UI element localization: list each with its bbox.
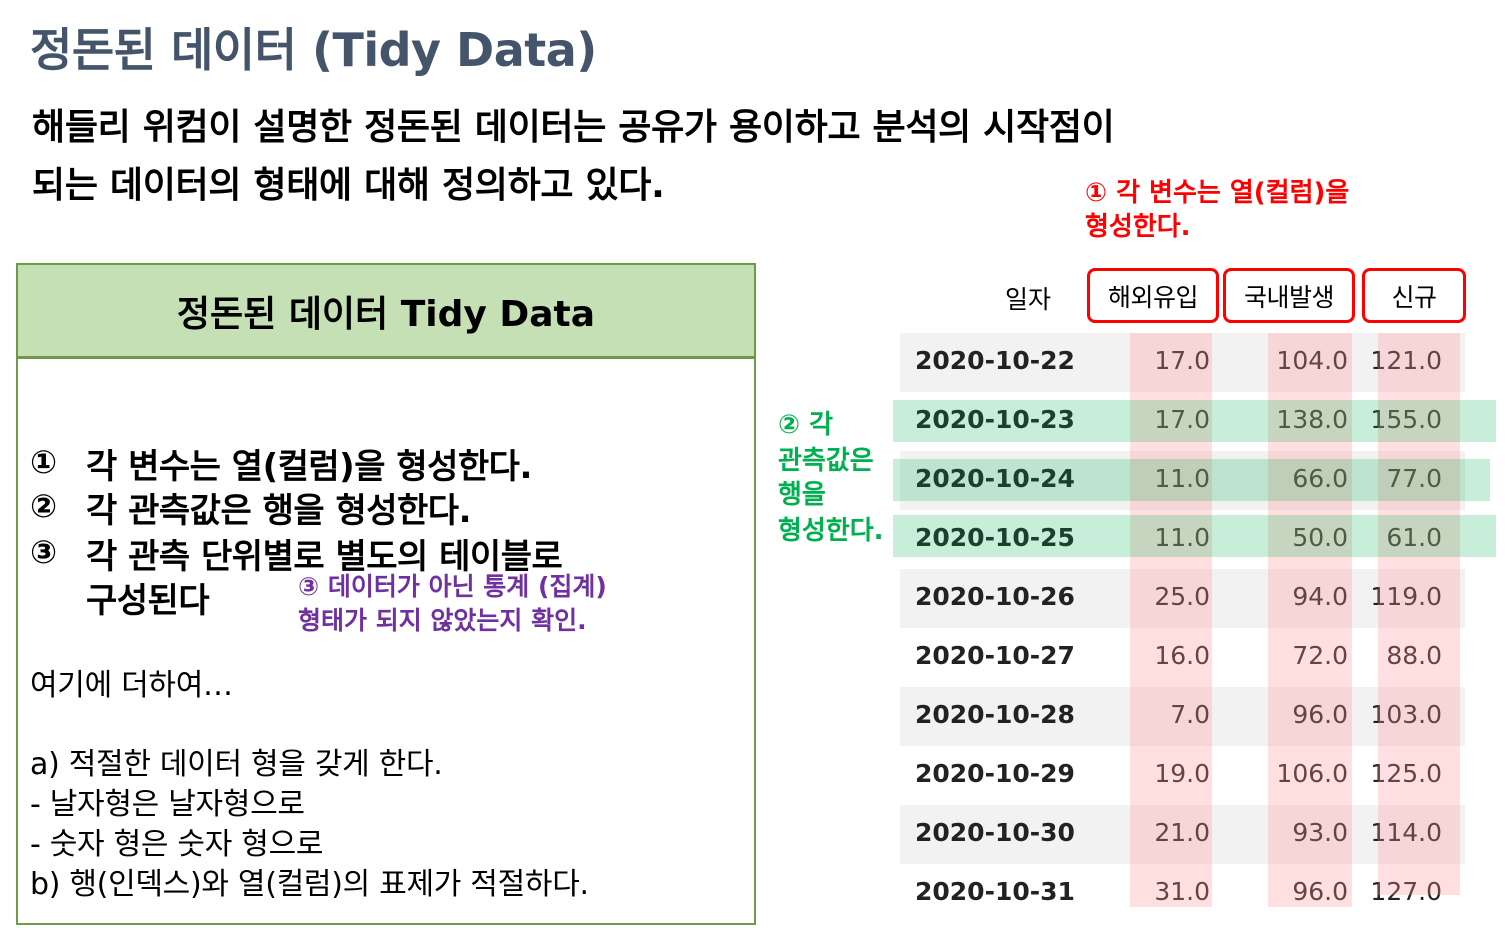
cell-domestic: 94.0: [1292, 582, 1348, 611]
row-date: 2020-10-25: [915, 523, 1075, 552]
column-header-overseas: 해외유입: [1087, 268, 1219, 323]
row-highlight-2: [893, 459, 1490, 501]
cell-domestic: 66.0: [1292, 464, 1348, 493]
cell-domestic: 96.0: [1292, 877, 1348, 906]
column-highlight-overseas: [1130, 333, 1212, 907]
green-annotation-line-2: 관측값은: [778, 446, 874, 476]
row-date: 2020-10-26: [915, 582, 1075, 611]
card-header: 정돈된 데이터 Tidy Data: [18, 265, 754, 359]
cell-overseas: 16.0: [1154, 641, 1210, 670]
cell-new: 119.0: [1370, 582, 1442, 611]
extra-item-a1: - 날자형은 날자형으로: [30, 787, 305, 822]
slide-title: 정돈된 데이터 (Tidy Data): [30, 23, 597, 77]
row-date: 2020-10-28: [915, 700, 1075, 729]
note-3-line-2: 형태가 되지 않았는지 확인.: [298, 606, 587, 635]
cell-overseas: 11.0: [1154, 464, 1210, 493]
extra-intro: 여기에 더하여…: [30, 668, 233, 703]
cell-domestic: 50.0: [1292, 523, 1348, 552]
subtitle-line-2: 되는 데이터의 형태에 대해 정의하고 있다.: [32, 165, 665, 206]
red-annotation-line-2: 형성한다.: [1085, 212, 1191, 242]
row-date: 2020-10-27: [915, 641, 1075, 670]
cell-overseas: 11.0: [1154, 523, 1210, 552]
extra-item-a: a) 적절한 데이터 형을 갖게 한다.: [30, 747, 443, 782]
rule-2-number: ②: [30, 487, 58, 525]
rule-3-text: 각 관측 단위별로 별도의 테이블로: [86, 537, 563, 577]
cell-overseas: 7.0: [1170, 700, 1210, 729]
cell-new: 114.0: [1370, 818, 1442, 847]
table-row: 2020-10-24 11.0 66.0 77.0: [900, 451, 1465, 510]
row-date: 2020-10-22: [915, 346, 1075, 375]
green-annotation-line-4: 형성한다.: [778, 516, 884, 546]
green-annotation-line-1: ② 각: [778, 410, 833, 440]
column-header-domestic: 국내발생: [1223, 268, 1355, 323]
extra-item-a2: - 숫자 형은 숫자 형으로: [30, 827, 324, 862]
column-highlight-domestic: [1268, 333, 1352, 907]
row-date: 2020-10-30: [915, 818, 1075, 847]
table-row: 2020-10-29 19.0 106.0 125.0: [900, 746, 1465, 805]
cell-new: 125.0: [1370, 759, 1442, 788]
rule-1-number: ①: [30, 443, 58, 481]
table-row: 2020-10-25 11.0 50.0 61.0: [900, 510, 1465, 569]
column-highlight-new: [1378, 333, 1460, 895]
row-date: 2020-10-23: [915, 405, 1075, 434]
rule-3-text-cont: 구성된다: [86, 581, 210, 621]
table-row: 2020-10-31 31.0 96.0 127.0: [900, 864, 1465, 923]
rule-1-text: 각 변수는 열(컬럼)을 형성한다.: [86, 447, 532, 487]
cell-new: 121.0: [1370, 346, 1442, 375]
table-row: 2020-10-23 17.0 138.0 155.0: [900, 392, 1465, 451]
cell-new: 155.0: [1370, 405, 1442, 434]
cell-domestic: 106.0: [1276, 759, 1348, 788]
row-highlight-1: [893, 400, 1496, 442]
table-row: 2020-10-27 16.0 72.0 88.0: [900, 628, 1465, 687]
cell-domestic: 138.0: [1276, 405, 1348, 434]
table-row: 2020-10-30 21.0 93.0 114.0: [900, 805, 1465, 864]
cell-domestic: 96.0: [1292, 700, 1348, 729]
table-index-header: 일자: [1005, 285, 1052, 314]
cell-new: 61.0: [1386, 523, 1442, 552]
row-date: 2020-10-31: [915, 877, 1075, 906]
cell-new: 103.0: [1370, 700, 1442, 729]
cell-domestic: 93.0: [1292, 818, 1348, 847]
table-row: 2020-10-22 17.0 104.0 121.0: [900, 333, 1465, 392]
cell-new: 127.0: [1370, 877, 1442, 906]
table-row: 2020-10-26 25.0 94.0 119.0: [900, 569, 1465, 628]
table-row: 2020-10-28 7.0 96.0 103.0: [900, 687, 1465, 746]
cell-new: 88.0: [1386, 641, 1442, 670]
tidy-data-card: 정돈된 데이터 Tidy Data ① 각 변수는 열(컬럼)을 형성한다. ②…: [16, 263, 756, 925]
column-header-new: 신규: [1362, 268, 1466, 323]
green-annotation-line-3: 행을: [778, 480, 826, 510]
extra-item-b: b) 행(인덱스)와 열(컬럼)의 표제가 적절하다.: [30, 867, 589, 902]
red-annotation-line-1: ① 각 변수는 열(컬럼)을: [1085, 178, 1350, 208]
cell-overseas: 17.0: [1154, 346, 1210, 375]
cell-domestic: 72.0: [1292, 641, 1348, 670]
rule-2-text: 각 관측값은 행을 형성한다.: [86, 491, 472, 531]
rule-3-number: ③: [30, 533, 58, 571]
row-date: 2020-10-29: [915, 759, 1075, 788]
cell-overseas: 21.0: [1154, 818, 1210, 847]
row-highlight-3: [893, 515, 1496, 557]
row-date: 2020-10-24: [915, 464, 1075, 493]
cell-overseas: 31.0: [1154, 877, 1210, 906]
cell-overseas: 19.0: [1154, 759, 1210, 788]
cell-new: 77.0: [1386, 464, 1442, 493]
subtitle-line-1: 해들리 위컴이 설명한 정돈된 데이터는 공유가 용이하고 분석의 시작점이: [32, 107, 1115, 148]
note-3-line-1: ③ 데이터가 아닌 통계 (집계): [298, 572, 607, 601]
cell-domestic: 104.0: [1276, 346, 1348, 375]
cell-overseas: 17.0: [1154, 405, 1210, 434]
cell-overseas: 25.0: [1154, 582, 1210, 611]
